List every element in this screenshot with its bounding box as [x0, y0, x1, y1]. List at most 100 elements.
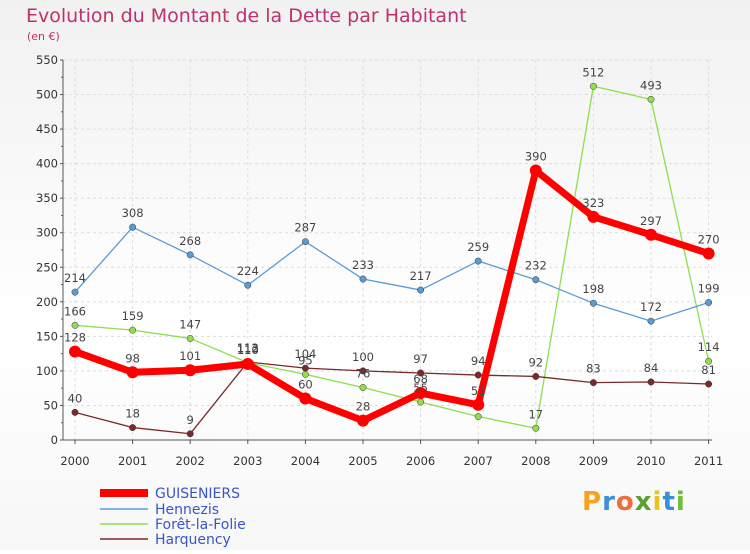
- x-tick-label: 2006: [406, 454, 435, 468]
- data-label: 76: [356, 366, 371, 380]
- data-point: [69, 345, 81, 358]
- data-point: [647, 317, 655, 325]
- data-label: 259: [467, 240, 489, 254]
- data-label: 270: [698, 232, 720, 246]
- data-point: [414, 387, 427, 400]
- data-label: 172: [640, 300, 662, 314]
- data-label: 297: [640, 214, 662, 228]
- data-point: [184, 364, 197, 377]
- data-point: [474, 371, 482, 379]
- data-point: [532, 276, 540, 284]
- data-point: [589, 82, 597, 90]
- data-point: [589, 299, 597, 307]
- data-point: [359, 367, 367, 375]
- data-label: 268: [179, 234, 201, 248]
- data-label: 9: [187, 413, 194, 427]
- data-point: [129, 326, 137, 334]
- y-tick-label: 550: [36, 53, 58, 67]
- x-tick-label: 2005: [348, 454, 377, 468]
- data-label: 198: [582, 282, 604, 296]
- data-label: 40: [68, 391, 83, 405]
- data-label: 100: [352, 350, 374, 364]
- y-tick-label: 400: [36, 157, 58, 171]
- data-point: [587, 210, 600, 223]
- data-label: 308: [122, 206, 144, 220]
- data-point: [417, 286, 425, 294]
- data-point: [186, 334, 194, 342]
- data-point: [417, 398, 425, 406]
- proxiti-logo: Proxiti: [582, 487, 686, 517]
- data-point: [241, 358, 254, 370]
- data-label: 493: [640, 78, 662, 92]
- data-point: [702, 247, 715, 260]
- data-label: 128: [64, 331, 86, 345]
- data-point: [532, 372, 540, 380]
- logo-letter: P: [582, 487, 603, 517]
- legend-label: GUISENIERS: [155, 486, 240, 502]
- x-tick-label: 2007: [464, 454, 493, 468]
- data-label: 60: [298, 378, 313, 392]
- data-label: 390: [525, 150, 547, 164]
- data-label: 95: [298, 353, 313, 367]
- series-line-2: [74, 85, 710, 429]
- data-label: 166: [64, 304, 86, 318]
- y-tick-label: 250: [36, 260, 58, 274]
- logo-letter: i: [652, 487, 663, 517]
- legend-label: Hennezis: [155, 502, 219, 518]
- data-label: 81: [701, 363, 716, 377]
- legend: GUISENIERSHennezisForêt-la-FolieHarquenc…: [100, 486, 246, 548]
- data-point: [705, 380, 713, 388]
- data-label: 110: [237, 343, 259, 357]
- x-tick-label: 2000: [60, 454, 89, 468]
- x-tick-label: 2004: [291, 454, 320, 468]
- y-tick-label: 350: [36, 191, 58, 205]
- data-label: 83: [586, 362, 601, 376]
- data-point: [71, 408, 79, 416]
- data-point: [529, 164, 542, 177]
- x-tick-label: 2003: [233, 454, 262, 468]
- data-label: 159: [122, 309, 144, 323]
- data-label: 17: [528, 407, 543, 421]
- y-tick-label: 200: [36, 295, 58, 309]
- data-point: [705, 299, 713, 306]
- y-tick-label: 0: [51, 433, 58, 447]
- data-label: 232: [525, 259, 547, 273]
- data-label: 98: [125, 351, 140, 365]
- data-point: [357, 414, 369, 427]
- data-label: 217: [410, 269, 432, 283]
- chart-subtitle: (en €): [27, 30, 60, 43]
- y-tick-label: 50: [43, 398, 58, 412]
- y-tick-label: 500: [36, 88, 58, 102]
- x-tick-label: 2011: [694, 454, 723, 468]
- data-point: [647, 95, 655, 103]
- data-point: [472, 398, 485, 411]
- data-point: [71, 288, 79, 296]
- data-point: [474, 413, 482, 420]
- data-label: 97: [413, 352, 428, 366]
- x-tick-label: 2002: [176, 454, 205, 468]
- data-point: [299, 392, 312, 405]
- data-label: 224: [237, 264, 259, 278]
- data-label: 101: [179, 349, 201, 363]
- data-point: [126, 366, 139, 379]
- data-label: 199: [698, 282, 720, 296]
- data-point: [301, 364, 309, 372]
- data-label: 287: [294, 221, 316, 235]
- y-tick-label: 150: [36, 329, 58, 343]
- data-label: 233: [352, 258, 374, 272]
- series-line-3: [74, 361, 709, 435]
- data-label: 114: [698, 340, 720, 354]
- y-tick-label: 300: [36, 226, 58, 240]
- data-label: 94: [471, 354, 486, 368]
- legend-label: Harquency: [155, 532, 231, 548]
- data-point: [71, 321, 79, 329]
- data-point: [129, 424, 137, 432]
- data-point: [705, 357, 713, 365]
- data-point: [474, 257, 482, 265]
- data-label: 214: [64, 271, 86, 285]
- data-label: 51: [471, 384, 486, 398]
- series-line-0: [73, 167, 710, 425]
- data-point: [589, 379, 597, 387]
- data-labels: 128 98 101 110 60 28 68 51 390 323 297 270 214 308 268…: [64, 65, 720, 427]
